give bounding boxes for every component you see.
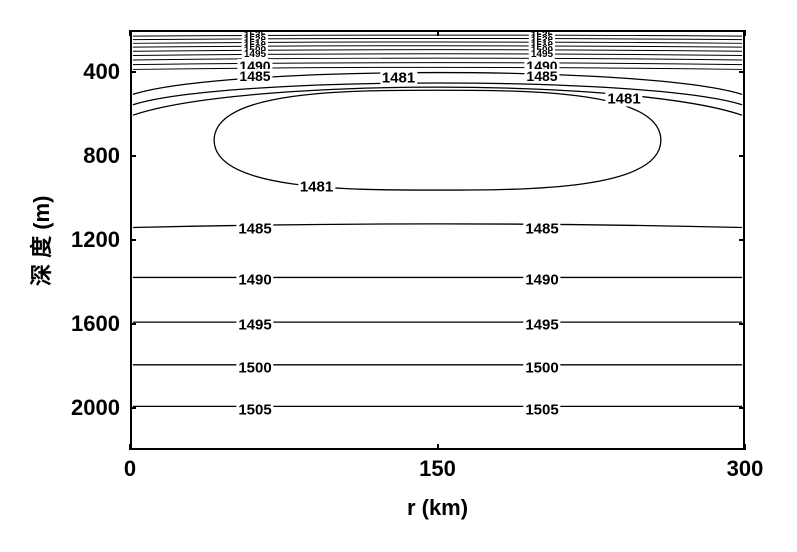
y-tick-mark: [130, 407, 136, 409]
contour-figure: 深 度 (m) r (km) 1485148514901490149514951…: [0, 0, 797, 552]
x-tick-label: 300: [727, 456, 764, 482]
contour-line: [214, 90, 661, 190]
x-tick-mark: [129, 444, 131, 450]
contour-label: 1500: [236, 361, 273, 376]
y-tick-mark: [739, 323, 745, 325]
y-tick-mark: [739, 239, 745, 241]
contour-label: 1481: [380, 71, 417, 86]
contour-line: [133, 58, 742, 60]
contour-label: 1505: [236, 403, 273, 418]
y-tick-mark: [130, 239, 136, 241]
contour-line: [133, 87, 742, 115]
y-tick-label: 1200: [60, 227, 120, 253]
x-tick-mark: [129, 30, 131, 36]
contour-label: 1481: [605, 92, 642, 107]
plot-area: 1485 1485 1490 1490 1495 1495 1500 1500 1505 1505…: [130, 30, 745, 450]
y-tick-mark: [739, 407, 745, 409]
contour-line: [133, 42, 742, 43]
x-tick-mark: [744, 30, 746, 36]
y-tick-label: 1600: [60, 311, 120, 337]
contour-label: 1500: [523, 361, 560, 376]
contour-label: 1485: [237, 69, 272, 83]
contour-label: 1505: [523, 403, 560, 418]
contour-label: 1490: [236, 272, 273, 287]
y-tick-label: 2000: [60, 395, 120, 421]
x-axis-label: r (km): [130, 495, 745, 521]
contour-line: [133, 50, 742, 52]
y-tick-label: 400: [60, 59, 120, 85]
contour-label: 1495: [236, 317, 273, 332]
y-tick-mark: [130, 155, 136, 157]
contour-label: 1481: [298, 180, 335, 195]
y-tick-mark: [739, 71, 745, 73]
contour-label: 1490: [523, 272, 560, 287]
x-tick-label: 0: [124, 456, 136, 482]
contour-line: [133, 54, 742, 56]
y-tick-label: 800: [60, 143, 120, 169]
contour-line: [133, 38, 742, 39]
contour-label: 1485: [236, 222, 273, 237]
x-tick-label: 150: [419, 456, 456, 482]
contour-line: [133, 224, 742, 228]
contour-label: 1485: [524, 69, 559, 83]
contour-svg: [132, 32, 743, 448]
x-tick-mark: [437, 444, 439, 450]
x-tick-mark: [437, 30, 439, 36]
y-axis-label: 深 度 (m): [24, 226, 56, 286]
x-tick-mark: [744, 444, 746, 450]
contour-line: [133, 83, 742, 105]
y-tick-mark: [130, 323, 136, 325]
contour-label: 1485: [523, 222, 560, 237]
contour-line: [133, 67, 742, 69]
contour-line: [133, 46, 742, 47]
y-tick-mark: [739, 155, 745, 157]
y-tick-mark: [130, 71, 136, 73]
contour-label: 1495: [523, 317, 560, 332]
contour-line: [133, 63, 742, 65]
